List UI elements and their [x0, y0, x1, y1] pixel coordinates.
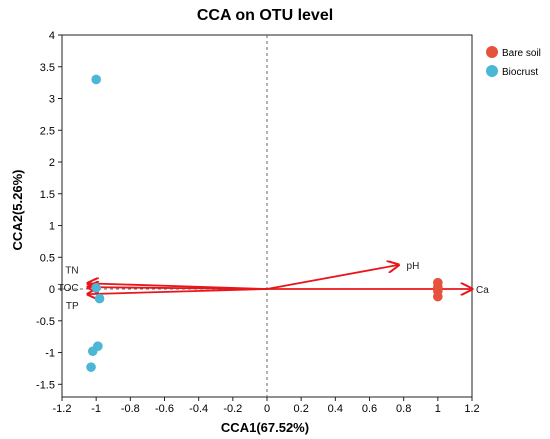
y-tick-label: 0.5 [40, 252, 55, 264]
chart-title: CCA on OTU level [197, 7, 333, 24]
x-tick-label: -0.4 [189, 403, 208, 415]
data-point-biocrust [91, 74, 101, 85]
x-tick-label: 1 [435, 403, 441, 415]
data-point-biocrust [91, 282, 101, 293]
reference-lines [62, 35, 472, 397]
x-axis-ticks: -1.2 -1 -0.8 -0.6 -0.4 -0.2 0 0.2 0.4 0.6 0.8 1 1.2 [53, 397, 480, 415]
vector-arrow-toc [88, 287, 268, 289]
y-tick-label: -1 [45, 348, 55, 360]
legend-marker-bare-soil [486, 46, 498, 58]
vector-label-tn: TN [65, 265, 78, 276]
vector-label-ph: pH [407, 261, 420, 272]
y-tick-label: 2 [49, 157, 55, 169]
x-tick-label: -0.2 [223, 403, 242, 415]
y-tick-label: 3.5 [40, 62, 55, 74]
y-axis-label: CCA2(5.26%) [10, 170, 25, 251]
vector-label-tp: TP [66, 301, 79, 312]
y-tick-label: 1 [49, 221, 55, 233]
legend-label-biocrust: Biocrust [502, 67, 538, 78]
data-point-biocrust [86, 362, 96, 372]
x-tick-label: -1 [91, 403, 101, 415]
data-point-biocrust [94, 293, 105, 304]
y-tick-label: 0 [49, 284, 55, 296]
y-tick-label: 4 [49, 30, 55, 42]
vector-arrow-ph [266, 265, 399, 290]
x-tick-label: -1.2 [53, 403, 72, 415]
y-tick-label: -1.5 [36, 379, 55, 391]
data-point-bare-soil [433, 291, 443, 302]
y-tick-label: -0.5 [36, 316, 55, 328]
x-tick-label: 1.2 [464, 403, 479, 415]
data-point-biocrust [87, 346, 98, 357]
x-tick-label: 0.6 [362, 403, 377, 415]
legend-marker-biocrust [486, 65, 498, 77]
vector-label-toc: TOC [58, 283, 79, 294]
vector-arrow-tp [88, 289, 268, 294]
x-tick-label: 0.8 [396, 403, 411, 415]
x-tick-label: 0 [264, 403, 270, 415]
sample-points [86, 74, 443, 372]
y-tick-label: 2.5 [40, 125, 55, 137]
x-tick-label: 0.2 [294, 403, 309, 415]
x-tick-label: -0.6 [155, 403, 174, 415]
legend-label-bare-soil: Bare soil [502, 48, 541, 59]
biplot-vectors: pH Ca TN TOC TP [58, 261, 489, 312]
x-tick-label: 0.4 [328, 403, 343, 415]
x-axis-label: CCA1(67.52%) [221, 420, 309, 435]
vector-label-ca: Ca [476, 285, 489, 296]
legend: Bare soil Biocrust [486, 46, 541, 78]
y-tick-label: 1.5 [40, 189, 55, 201]
y-axis-ticks: -1.5 -1 -0.5 0 0.5 1 1.5 2 2.5 3 3.5 4 [36, 30, 62, 391]
y-tick-label: 3 [49, 94, 55, 106]
x-tick-label: -0.8 [121, 403, 140, 415]
